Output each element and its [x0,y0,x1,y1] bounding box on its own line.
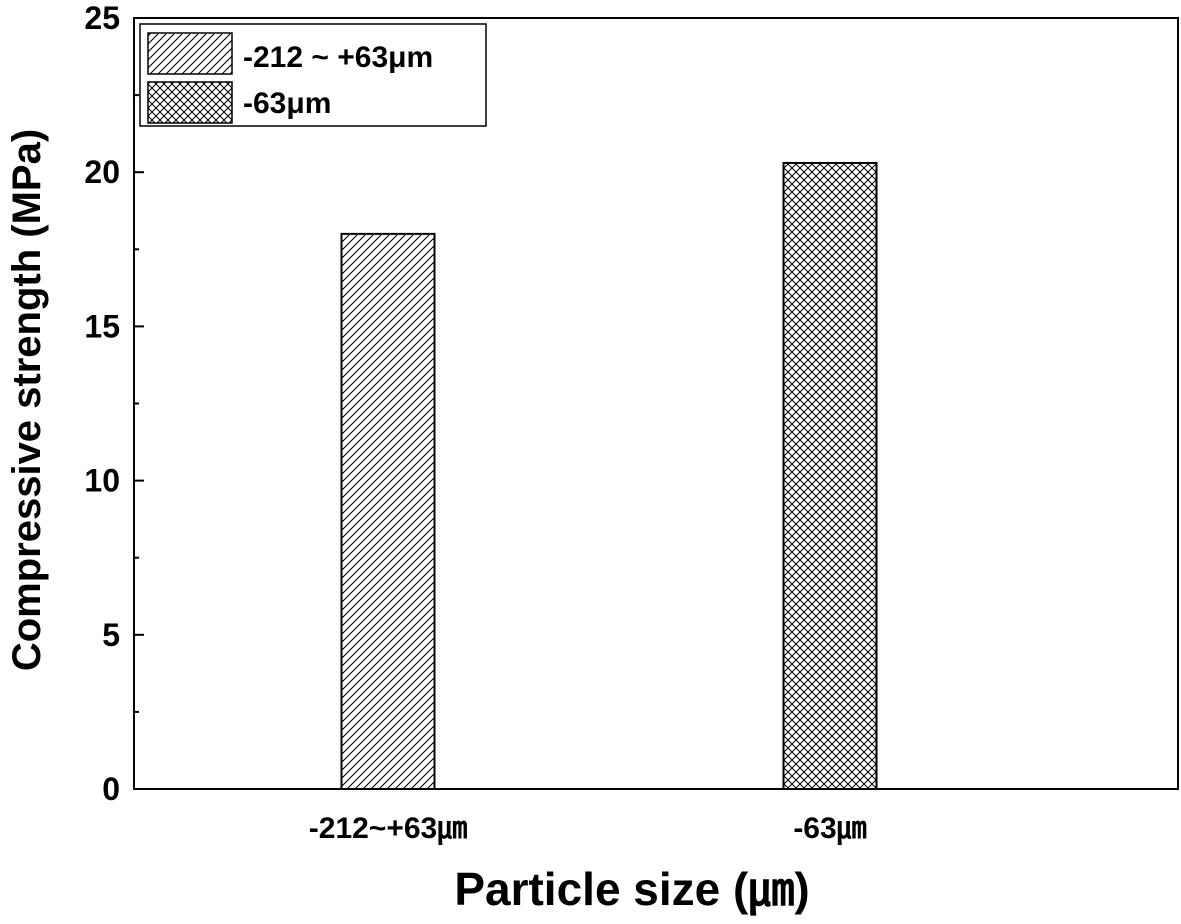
y-axis-title: Compressive strength (MPa) [5,129,49,671]
y-tick-label: 25 [84,0,120,36]
legend-label-crosshatch: -63μm [243,87,331,120]
legend-label-hatch: -212 ~ +63μm [243,41,433,74]
x-axis-title: Particle size (㎛) [454,863,809,917]
y-tick-label: 5 [102,617,120,653]
x-axis-ticks: -212~+63㎛ -63㎛ [309,812,867,846]
bars [340,161,878,790]
y-tick-label: 15 [84,308,120,344]
legend: -212 ~ +63μm -63μm [139,23,487,127]
y-tick-label: 20 [84,154,120,190]
legend-swatch-hatch [147,32,233,75]
x-tick-label: -212~+63㎛ [309,812,467,846]
bar-crosshatch [782,161,878,790]
bar-hatch [340,232,436,790]
y-tick-label: 10 [84,463,120,499]
plot-frame [133,17,1179,790]
y-axis-ticks: 0 5 10 15 20 25 [84,0,144,807]
x-tick-label: -63㎛ [793,812,866,846]
y-tick-label: 0 [102,771,120,807]
plot-area [133,17,1179,790]
legend-swatch-crosshatch [147,81,233,124]
